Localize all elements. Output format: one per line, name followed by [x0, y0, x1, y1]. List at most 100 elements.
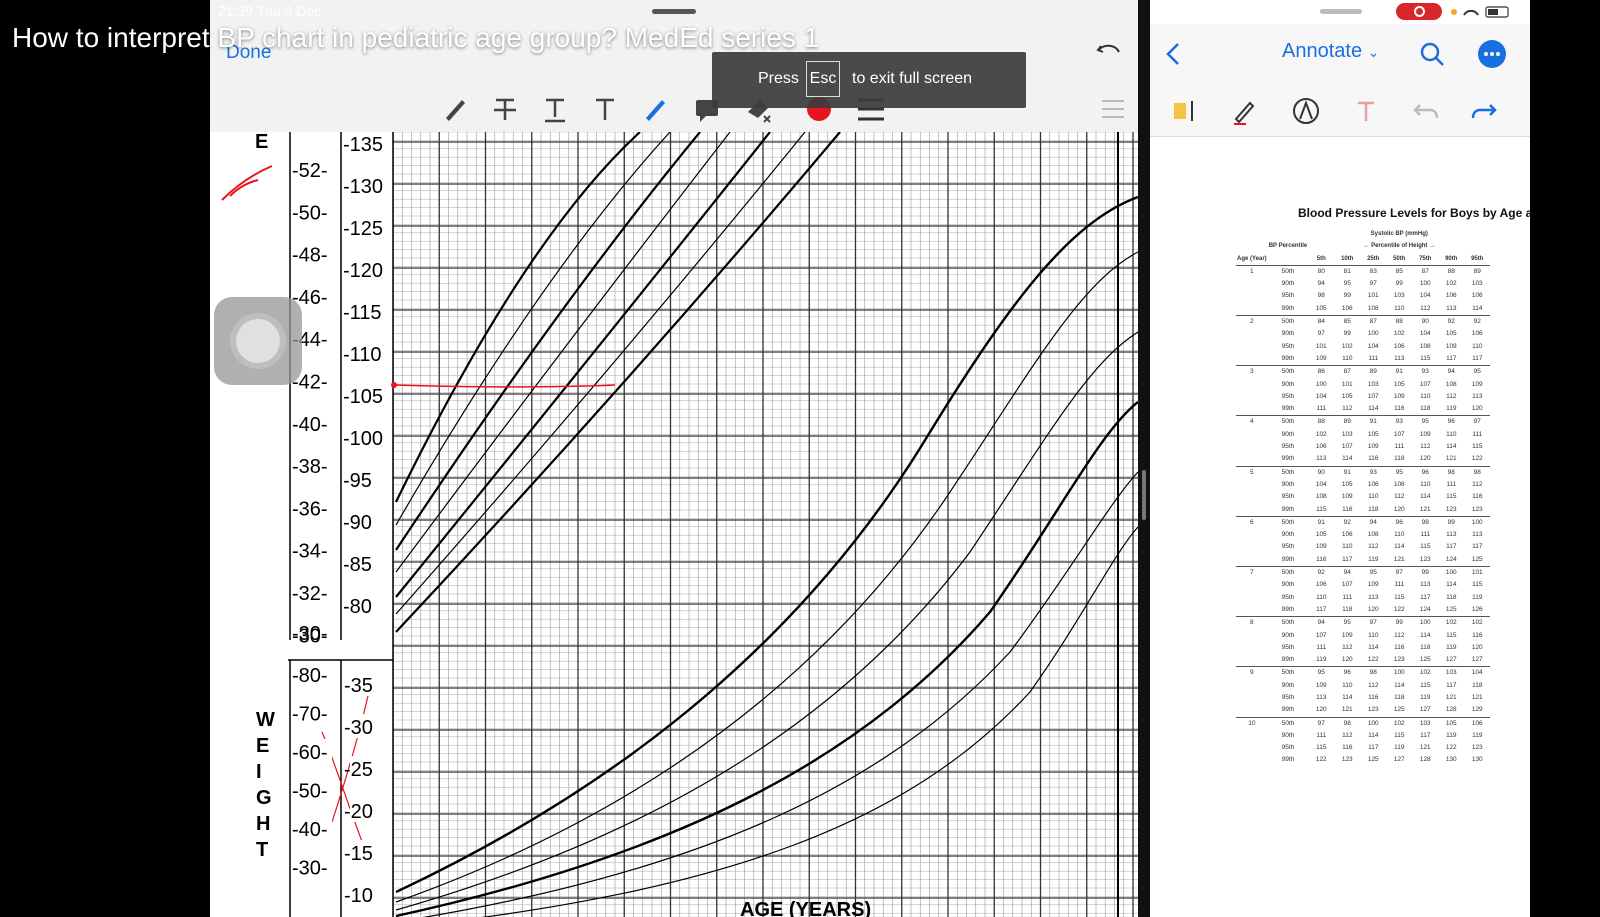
weight-kg-tick: -15	[344, 843, 373, 865]
split-view-handle[interactable]	[1142, 470, 1146, 520]
redo-icon[interactable]	[1468, 95, 1500, 127]
text-icon[interactable]	[588, 92, 622, 126]
underline-icon[interactable]	[538, 92, 572, 126]
stature-in-tick: -32-	[292, 583, 328, 605]
weight-lb-tick: -50-	[292, 781, 328, 803]
tick-bg	[296, 410, 332, 435]
annotate-label: Annotate	[1282, 40, 1363, 62]
stature-percentile-curve	[395, 132, 641, 503]
status-icons	[1451, 6, 1509, 18]
multitask-handle[interactable]	[652, 9, 696, 14]
weight-percentile-curve	[422, 471, 1138, 917]
stature-percentile-curve	[395, 132, 841, 633]
doc-title: Blood Pressure Levels for Boys by Age a	[1298, 206, 1530, 220]
x-axis-label: AGE (YEARS)	[740, 899, 871, 917]
weight-label-letter: W	[256, 709, 275, 731]
ink-scribble	[221, 165, 273, 201]
tick-bg	[346, 341, 390, 365]
strikethrough-icon[interactable]	[488, 92, 522, 126]
undo-icon[interactable]	[1410, 95, 1442, 127]
stature-in-tick: -30-	[292, 625, 328, 647]
table-row: 9 50th 95 96 98 100 102 103 104	[1236, 666, 1491, 680]
stature-cm-tick: -130	[343, 176, 383, 198]
table-row: 90th 111 112 114 115 117 119 119	[1281, 731, 1483, 739]
more-options-button[interactable]	[1478, 40, 1506, 68]
tick-bg	[350, 798, 390, 822]
pencil-icon[interactable]	[638, 92, 672, 126]
status-bar: 21:39 Thu 3 Dec	[210, 0, 1138, 24]
table-row: 99th 122 123 125 127 128 130 130	[1281, 756, 1483, 764]
tick-bg	[346, 132, 390, 155]
stature-cm-tick: -95	[343, 470, 372, 492]
table-row: 8 50th 94 95 97 99 100 102 102	[1236, 616, 1491, 630]
tick-bg	[350, 672, 390, 696]
tick-bg	[350, 756, 390, 780]
table-row: 99th 113 114 116 118 120 121 122	[1281, 455, 1483, 463]
chart-labels: E-52--50--48--46--44--42--40--38--36--34…	[255, 132, 871, 917]
table-row: 2 50th 84 85 87 88 90 92 92	[1236, 315, 1491, 329]
table-row: 90th 107 109 110 112 114 115 116	[1281, 631, 1483, 639]
table-row: 95th 110 111 113 115 117 118 119	[1281, 593, 1483, 601]
table-row: 99th 105 106 108 110 112 113 114	[1281, 304, 1483, 312]
doc-nav-bar: Annotate ⌄	[1150, 24, 1530, 87]
pen-icon[interactable]	[438, 92, 472, 126]
markup-icon[interactable]	[1290, 95, 1322, 127]
stature-in-tick: -30-	[292, 623, 328, 645]
stature-percentile-curve	[395, 132, 771, 598]
annotate-toolbar	[1150, 86, 1530, 137]
weight-percentile-curve	[395, 195, 1138, 894]
tick-bg	[296, 580, 332, 604]
stature-in-tick: -50-	[292, 202, 328, 224]
undo-icon[interactable]	[1095, 36, 1123, 64]
weight-kg-tick: -30	[344, 717, 373, 739]
tick-bg	[346, 215, 390, 239]
stature-in-tick: -36-	[292, 498, 328, 520]
table-row: 99th 119 120 122 123 125 127 127	[1281, 656, 1483, 664]
right-status-bar	[1150, 0, 1530, 24]
stature-cm-tick: -100	[343, 428, 383, 450]
table-row: 90th 106 107 109 111 113 114 115	[1281, 581, 1483, 589]
stature-in-tick: -34-	[292, 541, 328, 563]
table-row: 90th 94 95 97 99 100 102 103	[1281, 280, 1483, 288]
table-row: 95th 106 107 109 111 112 114 115	[1281, 443, 1483, 451]
pen-icon[interactable]	[1228, 95, 1260, 127]
multitask-handle-right[interactable]	[1320, 9, 1362, 14]
tick-bg	[296, 739, 332, 763]
chevron-down-icon: ⌄	[1367, 44, 1380, 60]
height-header: ← Percentile of Height →	[1363, 243, 1436, 250]
table-row: 5 50th 90 91 93 95 96 98 98	[1236, 465, 1491, 479]
chevron-left-icon[interactable]	[1162, 40, 1184, 68]
search-icon[interactable]	[1418, 40, 1446, 68]
list-icon[interactable]	[1100, 98, 1126, 120]
tick-bg	[346, 551, 390, 575]
tick-bg	[296, 662, 332, 686]
table-row: 95th 104 105 107 109 110 112 113	[1281, 392, 1483, 400]
annotate-dropdown[interactable]: Annotate ⌄	[1282, 40, 1379, 63]
tick-bg	[296, 495, 332, 520]
table-row: 90th 100 101 103 105 107 108 109	[1281, 380, 1483, 388]
assistive-touch-button[interactable]	[214, 297, 302, 385]
highlighter-icon[interactable]	[1168, 95, 1200, 127]
weight-label-letter: G	[256, 787, 272, 809]
table-row: 99th 120 121 123 125 127 128 129	[1281, 706, 1483, 714]
stature-in-tick: -40-	[292, 414, 328, 436]
screen-record-icon[interactable]	[1396, 3, 1442, 20]
stature-label: E	[255, 132, 268, 153]
growth-chart-canvas: E-52--50--48--46--44--42--40--38--36--34…	[221, 132, 1138, 917]
done-button[interactable]: Done	[226, 42, 272, 63]
tick-bg	[296, 777, 332, 802]
table-row: 95th 111 112 114 116 118 119 120	[1281, 643, 1483, 651]
esc-key-badge: Esc	[806, 61, 840, 97]
tick-bg	[296, 241, 332, 266]
chart-major-grid	[392, 132, 1138, 917]
weight-lb-tick: -70-	[292, 704, 328, 726]
stature-in-tick: -48-	[292, 245, 328, 267]
record-dot-icon	[1414, 6, 1425, 17]
status-time: 21:39 Thu 3 Dec	[218, 3, 322, 19]
weight-lb-tick: -40-	[292, 819, 328, 841]
text-icon[interactable]	[1350, 95, 1382, 127]
systolic-header: Systolic BP (mmHg)	[1370, 231, 1428, 237]
tick-bg	[346, 509, 390, 533]
table-row: 90th 104 105 106 108 110 111 112	[1281, 480, 1483, 488]
table-row: 3 50th 86 87 89 91 93 94 95	[1236, 365, 1491, 379]
